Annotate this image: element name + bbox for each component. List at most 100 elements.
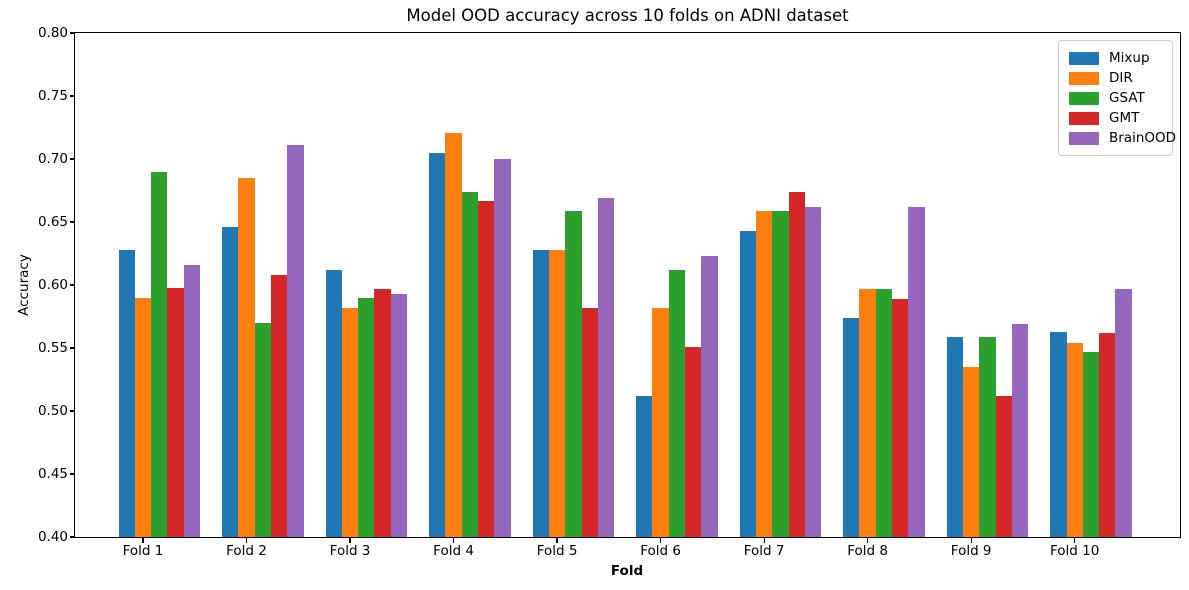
legend-label-mixup: Mixup bbox=[1109, 50, 1150, 66]
bar-mixup-fold-2 bbox=[222, 227, 239, 537]
bar-brainood-fold-6 bbox=[701, 256, 718, 537]
bar-dir-fold-6 bbox=[652, 307, 669, 537]
legend-label-dir: DIR bbox=[1109, 70, 1133, 86]
x-tick-label-fold-1: Fold 1 bbox=[122, 543, 164, 559]
bar-gsat-fold-5 bbox=[565, 210, 582, 537]
legend-swatch-dir bbox=[1069, 71, 1099, 85]
bar-gsat-fold-6 bbox=[668, 269, 686, 537]
bar-dir-fold-10 bbox=[1066, 342, 1083, 537]
bar-gsat-fold-1 bbox=[151, 171, 168, 537]
bar-gmt-fold-3 bbox=[374, 288, 391, 537]
legend-label-gmt: GMT bbox=[1109, 110, 1140, 126]
y-tick-0.55 bbox=[70, 347, 75, 349]
bar-gsat-fold-9 bbox=[979, 336, 996, 537]
bar-gsat-fold-7 bbox=[772, 210, 789, 537]
plot-area bbox=[74, 32, 1181, 538]
legend-label-gsat: GSAT bbox=[1109, 90, 1145, 106]
bar-gsat-fold-4 bbox=[461, 191, 478, 537]
bar-brainood-fold-1 bbox=[183, 264, 201, 537]
legend-label-brainood: BrainOOD bbox=[1109, 130, 1177, 146]
x-tick-label-fold-5: Fold 5 bbox=[536, 543, 578, 559]
y-tick-label-0.80: 0.80 bbox=[37, 24, 68, 41]
y-tick-label-0.55: 0.55 bbox=[37, 339, 68, 356]
bar-dir-fold-4 bbox=[445, 132, 462, 537]
bar-mixup-fold-6 bbox=[636, 395, 653, 537]
bar-gmt-fold-7 bbox=[788, 191, 805, 537]
bar-gmt-fold-1 bbox=[167, 287, 184, 537]
bar-gsat-fold-8 bbox=[875, 288, 893, 537]
bar-mixup-fold-7 bbox=[739, 230, 756, 537]
bar-brainood-fold-8 bbox=[908, 206, 925, 537]
x-tick-4 bbox=[452, 538, 455, 543]
legend-item-mixup: Mixup bbox=[1069, 48, 1162, 68]
legend-swatch-gsat bbox=[1069, 91, 1099, 105]
bar-brainood-fold-4 bbox=[494, 159, 511, 537]
x-tick-label-fold-4: Fold 4 bbox=[433, 543, 474, 559]
bar-brainood-fold-9 bbox=[1011, 324, 1029, 537]
bar-mixup-fold-5 bbox=[532, 249, 549, 537]
x-tick-3 bbox=[349, 538, 351, 543]
bar-gsat-fold-10 bbox=[1082, 351, 1100, 537]
y-tick-0.45 bbox=[70, 473, 75, 475]
bar-gmt-fold-9 bbox=[995, 395, 1012, 537]
bar-brainood-fold-10 bbox=[1115, 288, 1132, 537]
bar-dir-fold-9 bbox=[963, 366, 980, 537]
y-tick-0.60 bbox=[70, 284, 75, 286]
y-tick-label-0.60: 0.60 bbox=[37, 276, 68, 293]
y-tick-0.70 bbox=[70, 158, 75, 160]
x-axis-label: Fold bbox=[610, 563, 644, 579]
x-tick-8 bbox=[867, 538, 869, 543]
bar-brainood-fold-5 bbox=[597, 198, 615, 537]
y-tick-label-0.50: 0.50 bbox=[37, 402, 68, 419]
bar-gmt-fold-6 bbox=[685, 346, 702, 537]
x-tick-label-fold-2: Fold 2 bbox=[226, 543, 267, 559]
bar-gmt-fold-5 bbox=[581, 307, 598, 537]
x-tick-6 bbox=[660, 538, 662, 543]
legend-item-brainood: BrainOOD bbox=[1069, 128, 1176, 148]
bar-dir-fold-3 bbox=[341, 307, 359, 537]
bar-gsat-fold-2 bbox=[254, 322, 271, 537]
bar-brainood-fold-2 bbox=[287, 145, 304, 537]
x-tick-label-fold-9: Fold 9 bbox=[950, 543, 992, 559]
bar-dir-fold-7 bbox=[755, 210, 773, 537]
x-tick-label-fold-3: Fold 3 bbox=[329, 543, 371, 559]
x-tick-label-fold-8: Fold 8 bbox=[847, 543, 888, 559]
x-tick-9 bbox=[970, 538, 972, 543]
y-tick-label-0.45: 0.45 bbox=[37, 465, 68, 482]
legend-swatch-gmt bbox=[1069, 111, 1099, 125]
bar-gmt-fold-2 bbox=[270, 274, 288, 537]
x-tick-2 bbox=[245, 538, 248, 543]
bar-dir-fold-8 bbox=[859, 288, 876, 537]
y-tick-label-0.75: 0.75 bbox=[37, 87, 68, 104]
legend: Mixup DIR GSAT GMT BrainOOD bbox=[1058, 40, 1176, 156]
bar-mixup-fold-4 bbox=[429, 152, 446, 537]
legend-item-gsat: GSAT bbox=[1069, 88, 1162, 108]
x-tick-7 bbox=[763, 538, 765, 543]
bar-mixup-fold-8 bbox=[843, 317, 860, 537]
y-tick-0.65 bbox=[70, 221, 75, 223]
bar-brainood-fold-3 bbox=[390, 293, 408, 537]
y-tick-0.40 bbox=[70, 536, 75, 538]
bar-gmt-fold-4 bbox=[478, 200, 495, 537]
bar-gmt-fold-8 bbox=[892, 298, 909, 537]
y-tick-0.75 bbox=[70, 95, 75, 97]
bar-brainood-fold-7 bbox=[804, 206, 822, 537]
bar-gsat-fold-3 bbox=[358, 297, 375, 537]
bar-mixup-fold-9 bbox=[946, 336, 963, 537]
legend-item-gmt: GMT bbox=[1069, 108, 1162, 128]
bar-mixup-fold-1 bbox=[118, 249, 135, 537]
y-tick-0.50 bbox=[70, 410, 75, 412]
x-tick-10 bbox=[1074, 538, 1076, 543]
x-tick-label-fold-7: Fold 7 bbox=[743, 543, 785, 559]
y-tick-label-0.40: 0.40 bbox=[37, 528, 68, 545]
bar-dir-fold-5 bbox=[548, 249, 566, 537]
legend-swatch-mixup bbox=[1069, 51, 1099, 65]
x-tick-5 bbox=[556, 538, 558, 543]
bar-mixup-fold-3 bbox=[325, 269, 342, 537]
legend-swatch-brainood bbox=[1069, 131, 1099, 145]
x-tick-label-fold-10: Fold 10 bbox=[1050, 543, 1100, 559]
y-tick-0.80 bbox=[70, 32, 75, 34]
bar-mixup-fold-10 bbox=[1050, 331, 1067, 537]
x-tick-label-fold-6: Fold 6 bbox=[640, 543, 681, 559]
bar-gmt-fold-10 bbox=[1099, 332, 1116, 537]
